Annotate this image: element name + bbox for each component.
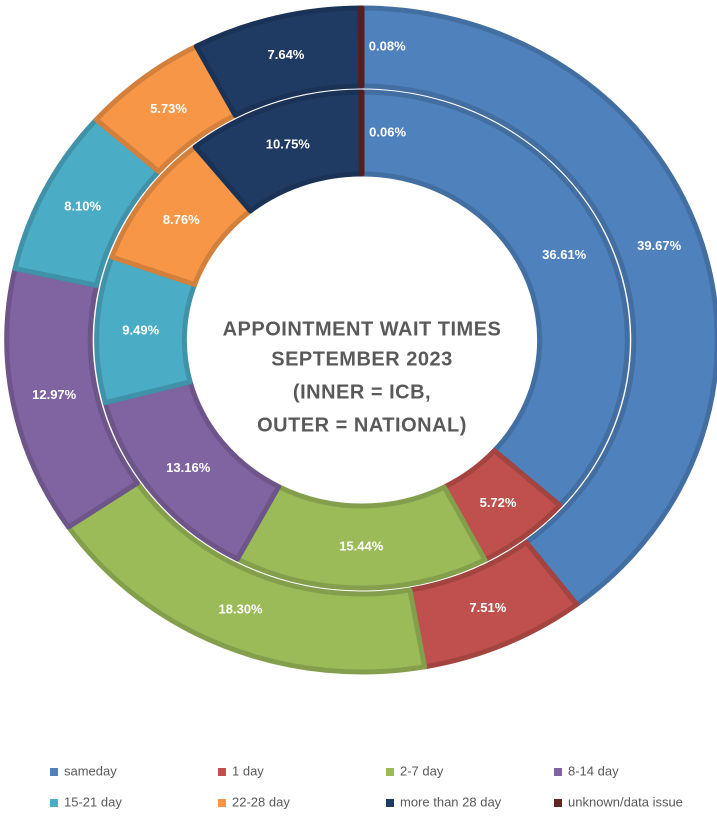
segment-label: 36.61%	[542, 247, 587, 262]
legend-swatch	[386, 768, 394, 776]
legend-label: 1 day	[232, 763, 264, 778]
legend-label: 8-14 day	[568, 763, 619, 778]
segment-label: 10.75%	[266, 136, 311, 151]
segment-label: 8.10%	[64, 198, 101, 213]
donut-segment	[234, 484, 488, 591]
chart-title: OUTER = NATIONAL)	[257, 414, 467, 436]
legend-swatch	[218, 799, 226, 807]
segment-label: 7.64%	[268, 47, 305, 62]
legend-label: 22-28 day	[232, 794, 290, 809]
segment-label: 12.97%	[32, 387, 77, 402]
segment-label: 15.44%	[339, 538, 384, 553]
chart-title: (INNER = ICB,	[293, 381, 431, 403]
legend-label: more than 28 day	[400, 794, 502, 809]
donut-segment	[358, 89, 365, 177]
donut-segment	[359, 5, 717, 607]
legend-swatch	[554, 768, 562, 776]
legend-swatch	[554, 799, 562, 807]
segment-label: 0.08%	[369, 38, 406, 53]
segment-label: 5.72%	[480, 495, 517, 510]
segment-label: 9.49%	[122, 323, 159, 338]
segment-label: 5.73%	[150, 101, 187, 116]
donut-segment	[359, 89, 630, 508]
chart-title: APPOINTMENT WAIT TIMES	[223, 318, 502, 340]
legend-swatch	[386, 799, 394, 807]
legend-label: 15-21 day	[64, 794, 122, 809]
legend-label: unknown/data issue	[568, 794, 683, 809]
legend-label: sameday	[64, 763, 117, 778]
legend-label: 2-7 day	[400, 763, 444, 778]
segment-label: 39.67%	[637, 238, 682, 253]
segment-label: 7.51%	[469, 600, 506, 615]
legend-swatch	[50, 799, 58, 807]
donut-segment	[357, 5, 365, 89]
segment-label: 8.76%	[163, 212, 200, 227]
legend-swatch	[218, 768, 226, 776]
legend-swatch	[50, 768, 58, 776]
segment-label: 0.06%	[369, 124, 406, 139]
segment-label: 13.16%	[166, 460, 211, 475]
segment-label: 18.30%	[219, 602, 264, 617]
chart-title: SEPTEMBER 2023	[271, 348, 453, 370]
